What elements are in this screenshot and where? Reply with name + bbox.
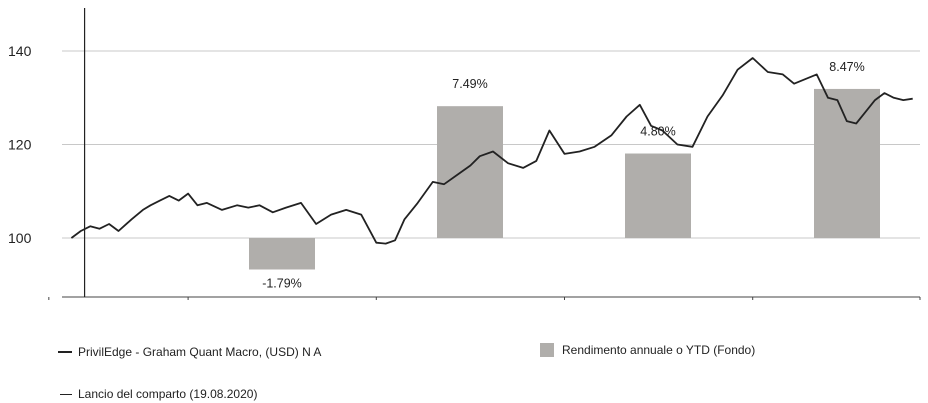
bar-label-2022: 7.49%	[452, 77, 487, 91]
legend-bar-series: Rendimento annuale o YTD (Fondo)	[540, 343, 755, 357]
legend-bar-label: Rendimento annuale o YTD (Fondo)	[562, 343, 756, 357]
y-tick-label-140: 140	[8, 43, 32, 59]
legend-line-swatch	[58, 351, 72, 353]
legend-launch-marker: Lancio del comparto (19.08.2020)	[60, 387, 257, 401]
bar-label-2021: -1.79%	[262, 277, 302, 291]
bars	[249, 88, 880, 270]
bar-2024	[814, 88, 880, 238]
bar-2021	[249, 238, 315, 270]
legend-launch-swatch	[60, 393, 72, 395]
bar-2022	[437, 106, 503, 239]
legend-launch-label: Lancio del comparto (19.08.2020)	[78, 387, 258, 401]
legend-bar-swatch	[540, 343, 554, 357]
bar-label-2024: 8.47%	[829, 60, 864, 74]
y-tick-label-100: 100	[8, 230, 32, 246]
nav-line	[70, 57, 913, 245]
legend-line-label: PrivilEdge - Graham Quant Macro, (USD) N…	[78, 345, 322, 359]
bar-2023	[625, 153, 691, 238]
line-series	[70, 57, 913, 245]
legend-line-series: PrivilEdge - Graham Quant Macro, (USD) N…	[58, 345, 321, 359]
bar-label-2023: 4.80%	[640, 125, 675, 139]
performance-chart: 10012014020202021202220232024-1.79%7.49%…	[8, 8, 921, 300]
labels: 10012014020202021202220232024-1.79%7.49%…	[8, 43, 865, 291]
y-tick-label-120: 120	[8, 137, 32, 153]
axes	[48, 8, 921, 300]
